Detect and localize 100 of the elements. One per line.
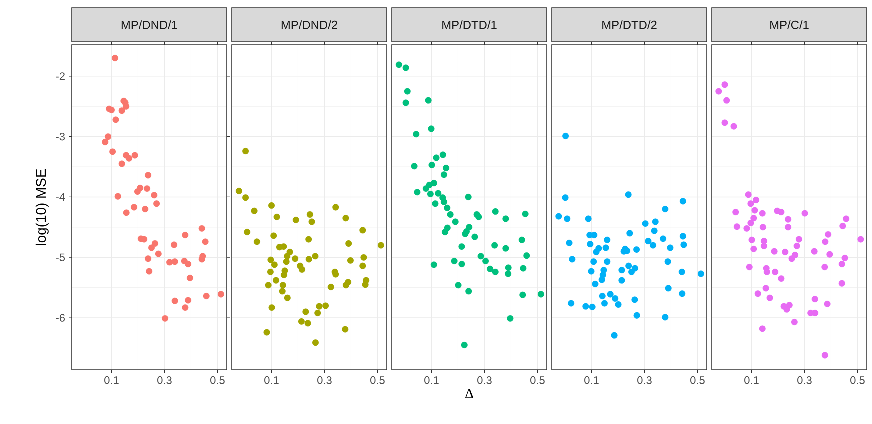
point [771,248,778,255]
x-tick-label: 0.1 [104,376,119,384]
point [602,244,610,252]
point [615,302,622,308]
point [378,242,384,249]
point [154,200,160,208]
point [838,261,846,268]
point [268,256,274,264]
point [134,188,141,196]
point [280,282,286,289]
point [722,82,728,88]
point [432,200,439,208]
point [118,108,126,114]
x-tick-label: 0.1 [424,376,439,384]
point [822,352,828,359]
point [332,204,340,211]
x-tick-label: 0.3 [478,376,492,384]
point [435,190,442,197]
point [271,262,278,268]
point [587,241,594,248]
point [760,242,768,250]
point [667,244,674,252]
point [186,274,194,282]
point [312,340,319,346]
point [346,240,352,247]
point [750,215,758,222]
y-axis-title: log(10) MSE [36,169,49,246]
point [759,210,766,217]
point [268,202,275,209]
point [302,308,310,316]
point [306,256,312,263]
point [730,123,738,130]
y-tick-label: -5 [56,254,66,262]
point [748,236,756,244]
point [458,244,466,250]
point [465,194,472,200]
point [618,267,626,274]
point [825,231,832,238]
point [482,258,490,265]
point [502,216,510,222]
point [590,258,598,266]
point [589,304,596,310]
point [660,236,667,242]
point [427,190,434,198]
point [645,238,652,245]
point [145,256,152,262]
point [569,256,576,263]
point [650,242,656,249]
point [132,152,138,159]
point [568,300,575,307]
point [185,261,192,268]
point [785,216,792,223]
point [518,236,526,244]
point [592,280,599,288]
point [112,116,120,124]
point [413,131,420,138]
point [270,232,278,240]
point [632,265,638,272]
y-tick-label: -4 [56,193,66,201]
point [292,256,299,262]
point [566,240,573,246]
point [328,284,334,290]
point [182,232,189,239]
point [599,293,606,300]
point [428,162,436,168]
point [425,97,432,104]
point [591,232,598,239]
point [520,292,526,298]
point [254,238,260,246]
point [748,200,754,208]
point [760,224,766,231]
point [748,220,754,226]
chart-title: MP/C/1 [770,20,809,30]
point [734,224,740,230]
point [345,279,352,286]
point [283,258,290,266]
point [316,303,323,310]
point [724,97,730,104]
point [251,208,258,214]
point [280,244,288,250]
point [732,209,740,216]
point [466,288,472,295]
point [242,148,250,155]
point [123,103,130,110]
point [604,258,611,266]
point [146,268,153,275]
point [440,172,448,178]
point [785,224,792,231]
point [171,242,178,248]
point [562,194,569,202]
point [440,198,448,206]
x-tick-label: 0.5 [690,376,705,384]
point [812,296,818,303]
point [198,225,206,232]
point [505,270,512,278]
point [312,253,319,260]
point [802,210,808,217]
point [267,268,274,276]
x-tick-label: 0.1 [584,376,599,384]
point [198,256,206,263]
